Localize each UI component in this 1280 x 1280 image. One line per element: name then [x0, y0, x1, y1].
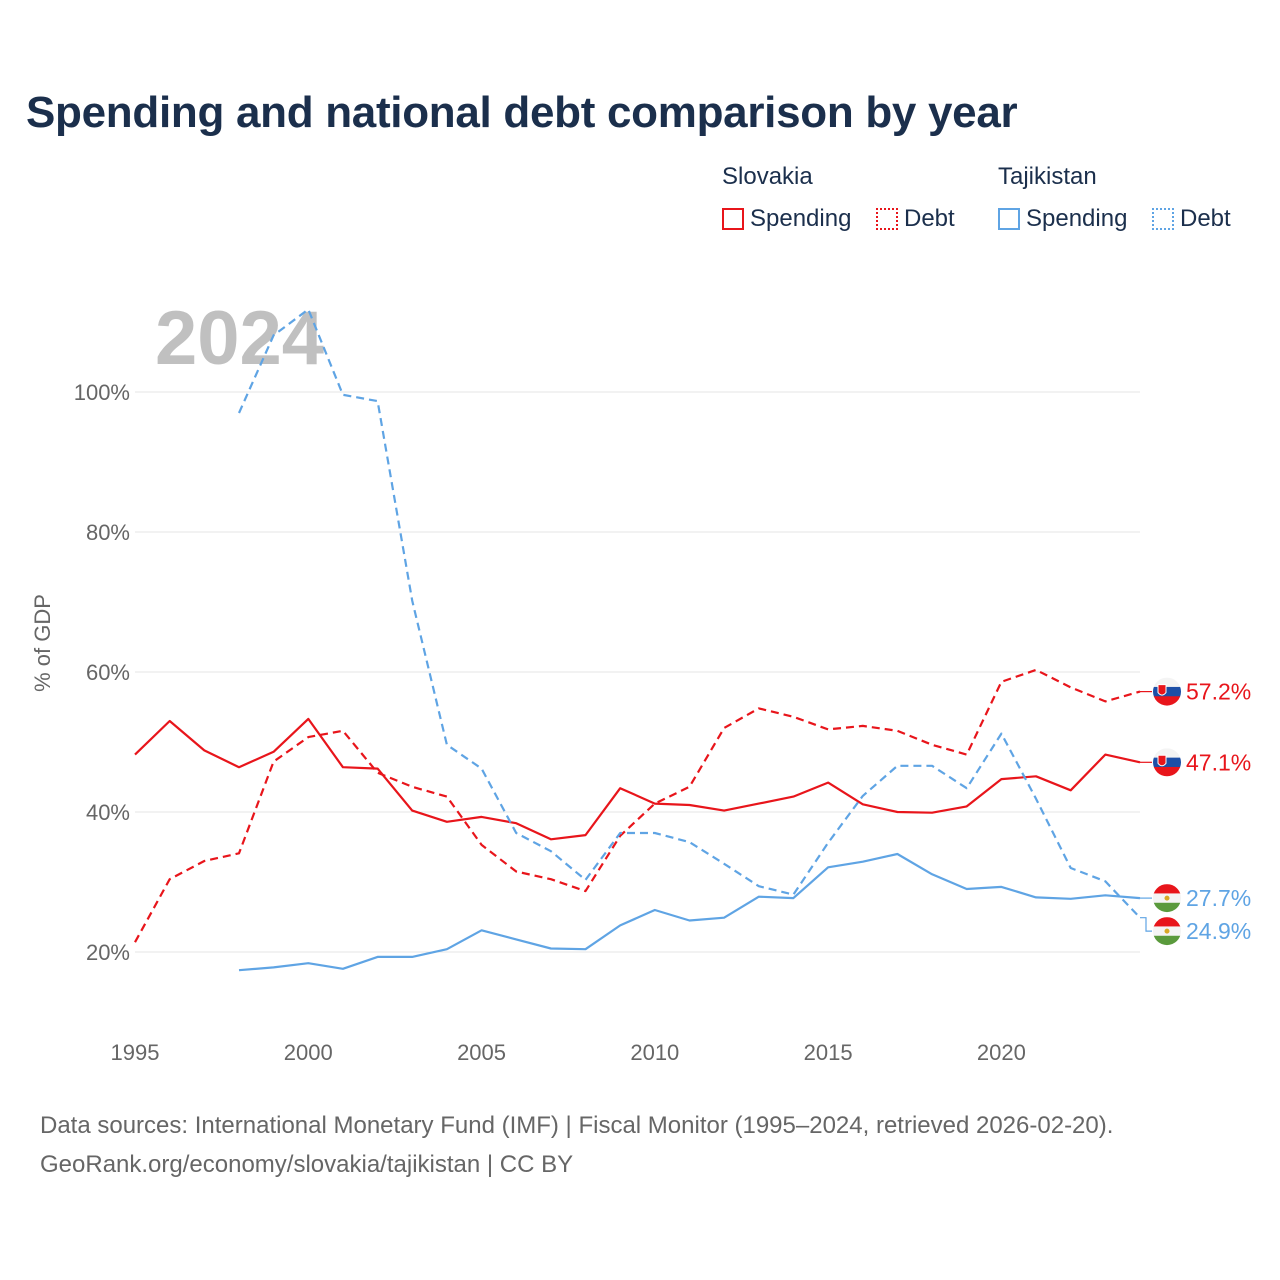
x-tick-label: 2020: [977, 1040, 1026, 1065]
tajikistan-flag-icon: [1153, 917, 1181, 946]
legend-group-slovakia: Slovakia: [722, 163, 813, 190]
legend-tajikistan-debt[interactable]: Debt: [1152, 204, 1231, 234]
end-value-label: 47.1%: [1186, 749, 1251, 775]
series-line-slovakia-spending: [134, 717, 1141, 841]
x-tick-label: 1995: [111, 1040, 160, 1065]
end-label-connector: [1140, 917, 1152, 932]
y-tick-label: 40%: [86, 800, 130, 825]
data-source-note: Data sources: International Monetary Fun…: [40, 1106, 1113, 1184]
legend-swatch-dotted: [1152, 208, 1174, 230]
x-tick-label: 2015: [804, 1040, 853, 1065]
slovakia-flag-icon: [1153, 677, 1181, 706]
chart-title: Spending and national debt comparison by…: [26, 88, 1018, 137]
legend-swatch-solid: [722, 208, 744, 230]
y-tick-label: 100%: [74, 380, 130, 405]
end-value-label: 57.2%: [1186, 679, 1251, 705]
tajikistan-flag-icon: [1153, 884, 1181, 913]
x-tick-label: 2010: [630, 1040, 679, 1065]
legend-swatch-dotted: [876, 208, 898, 230]
legend-tajikistan-spending[interactable]: Spending: [998, 204, 1127, 234]
y-tick-label: 80%: [86, 520, 130, 545]
series-line-tajikistan-debt: [237, 308, 1141, 919]
year-watermark: 2024: [155, 296, 324, 381]
x-tick-label: 2000: [284, 1040, 333, 1065]
x-tick-label: 2005: [457, 1040, 506, 1065]
legend-label: Debt: [904, 205, 955, 232]
source-line: Data sources: International Monetary Fun…: [40, 1112, 1114, 1139]
end-value-label: 27.7%: [1186, 885, 1251, 911]
y-tick-label: 60%: [86, 660, 130, 685]
legend-slovakia-debt[interactable]: Debt: [876, 204, 955, 234]
legend-label: Debt: [1180, 205, 1231, 232]
legend-label: Spending: [750, 205, 852, 232]
slovakia-flag-icon: [1153, 748, 1181, 777]
y-tick-label: 20%: [86, 940, 130, 965]
legend-label: Spending: [1026, 205, 1128, 232]
end-value-label: 24.9%: [1186, 918, 1251, 944]
series-line-slovakia-debt: [134, 668, 1141, 943]
y-axis-label: % of GDP: [30, 594, 55, 692]
source-url[interactable]: GeoRank.org/economy/slovakia/tajikistan …: [40, 1151, 574, 1178]
series-line-tajikistan-spending: [238, 852, 1141, 972]
legend-swatch-solid: [998, 208, 1020, 230]
legend-group-tajikistan: Tajikistan: [998, 163, 1097, 190]
legend-slovakia-spending[interactable]: Spending: [722, 204, 851, 234]
